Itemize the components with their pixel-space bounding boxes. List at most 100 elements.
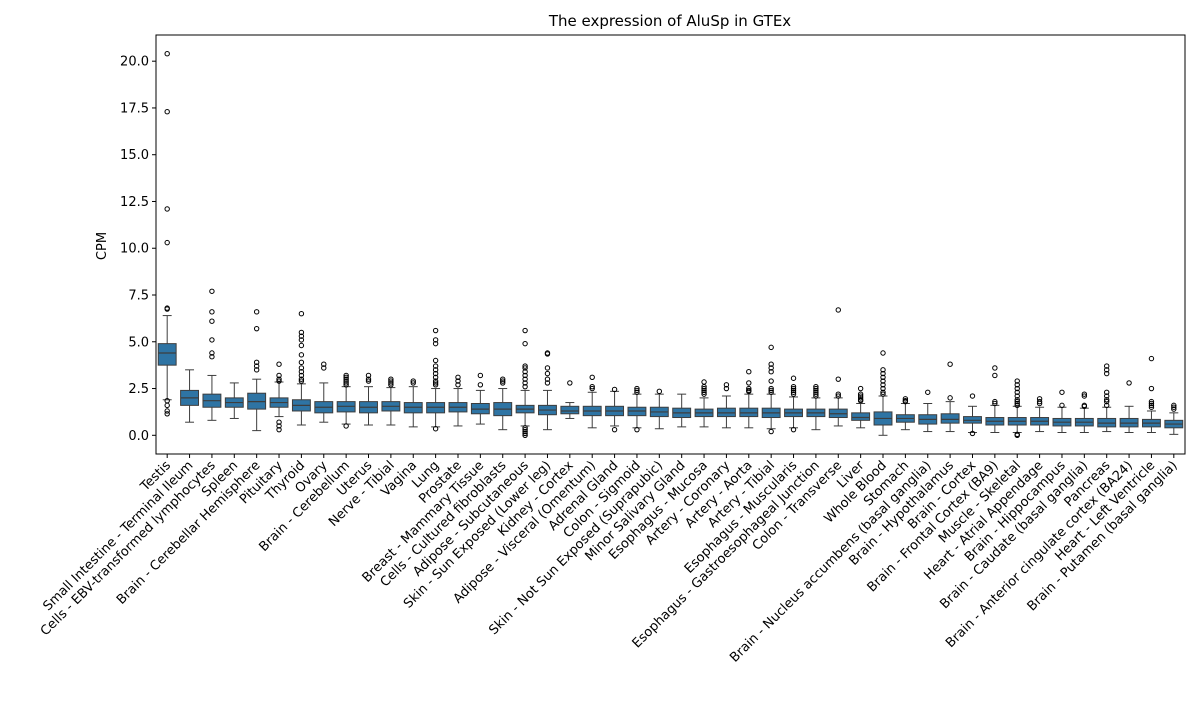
outlier-point — [253, 359, 260, 366]
outlier-point — [902, 396, 909, 402]
outlier-point — [432, 382, 439, 388]
outlier-point — [723, 385, 730, 392]
outlier-point — [1104, 363, 1110, 369]
outlier-point — [410, 380, 416, 386]
outlier-point — [432, 327, 439, 334]
outlier-point — [522, 363, 528, 369]
outlier-point — [790, 383, 797, 390]
outlier-point — [701, 389, 707, 395]
outlier-point — [432, 367, 439, 373]
outlier-point — [253, 309, 260, 315]
outlier-point — [969, 393, 976, 399]
outlier-point — [1014, 400, 1020, 407]
outlier-point — [857, 395, 864, 401]
outlier-point — [432, 370, 439, 377]
outlier-point — [298, 342, 305, 349]
outlier-point — [790, 389, 797, 395]
outlier-point — [902, 398, 909, 405]
outlier-point — [746, 388, 752, 395]
outlier-point — [1104, 370, 1110, 377]
outlier-point — [813, 387, 819, 394]
outlier-point — [1081, 403, 1088, 410]
box-iqr — [560, 405, 580, 415]
outlier-point — [432, 426, 439, 432]
x-tick-label: Small Intestine - Terminal Ileum — [40, 458, 196, 614]
outlier-point — [1036, 400, 1043, 407]
outlier-point — [567, 380, 573, 386]
outlier-point — [522, 340, 528, 347]
outlier-point — [477, 382, 484, 388]
outlier-point — [813, 383, 819, 390]
outlier-point — [298, 311, 305, 317]
outlier-point — [298, 337, 305, 343]
outlier-point — [701, 391, 707, 397]
outlier-point — [522, 425, 528, 431]
outlier-point — [432, 374, 439, 381]
outlier-point — [634, 426, 640, 433]
outlier-point — [768, 344, 774, 351]
outlier-point — [1059, 402, 1065, 409]
outlier-point — [388, 376, 394, 382]
outlier-point — [1014, 398, 1020, 405]
outlier-point — [1171, 404, 1177, 410]
outlier-point — [813, 385, 819, 392]
outlier-point — [343, 423, 349, 429]
outlier-point — [321, 361, 327, 367]
outlier-point — [790, 385, 797, 392]
outlier-point — [1104, 389, 1110, 395]
outlier-point — [1014, 378, 1020, 384]
outlier-point — [164, 402, 170, 409]
outlier-point — [768, 368, 774, 375]
y-axis-label: CPM — [95, 232, 110, 260]
outlier-point — [1104, 398, 1110, 405]
outlier-point — [522, 380, 528, 386]
outlier-point — [1081, 393, 1088, 399]
outlier-point — [164, 411, 170, 417]
outlier-point — [388, 380, 394, 386]
outlier-point — [880, 391, 886, 397]
outlier-point — [209, 337, 215, 343]
outlier-point — [768, 385, 774, 392]
outlier-point — [746, 368, 752, 375]
outlier-point — [209, 318, 215, 324]
box-iqr — [851, 412, 871, 421]
outlier-point — [544, 370, 551, 377]
outlier-point — [1104, 397, 1110, 403]
outlier-point — [1148, 385, 1155, 392]
outlier-point — [1126, 380, 1132, 386]
outlier-point — [343, 376, 349, 382]
outlier-point — [522, 430, 528, 437]
y-tick-label: 0.0 — [128, 429, 149, 444]
outlier-point — [432, 357, 439, 364]
outlier-point — [522, 383, 528, 390]
y-tick-label: 17.5 — [120, 101, 149, 116]
outlier-point — [880, 389, 886, 395]
outlier-point — [880, 382, 886, 388]
outlier-point — [164, 408, 170, 414]
outlier-point — [432, 380, 439, 386]
outlier-point — [164, 108, 170, 115]
outlier-point — [209, 354, 215, 360]
outlier-point — [813, 389, 819, 395]
outlier-point — [768, 365, 774, 371]
outlier-point — [432, 340, 439, 347]
outlier-point — [164, 206, 170, 212]
outlier-point — [656, 388, 663, 395]
outlier-point — [500, 380, 506, 386]
outlier-point — [1104, 402, 1110, 409]
outlier-point — [343, 380, 349, 386]
outlier-point — [835, 391, 841, 397]
outlier-point — [701, 387, 707, 394]
y-tick-label: 15.0 — [120, 148, 149, 163]
outlier-point — [969, 430, 976, 437]
outlier-point — [276, 378, 282, 384]
outlier-point — [321, 365, 327, 371]
outlier-point — [500, 378, 506, 384]
outlier-point — [343, 374, 349, 381]
y-tick-label: 2.5 — [128, 382, 149, 397]
outlier-point — [1014, 432, 1020, 438]
outlier-point — [522, 365, 528, 371]
outlier-point — [1148, 355, 1155, 362]
outlier-point — [365, 378, 372, 384]
